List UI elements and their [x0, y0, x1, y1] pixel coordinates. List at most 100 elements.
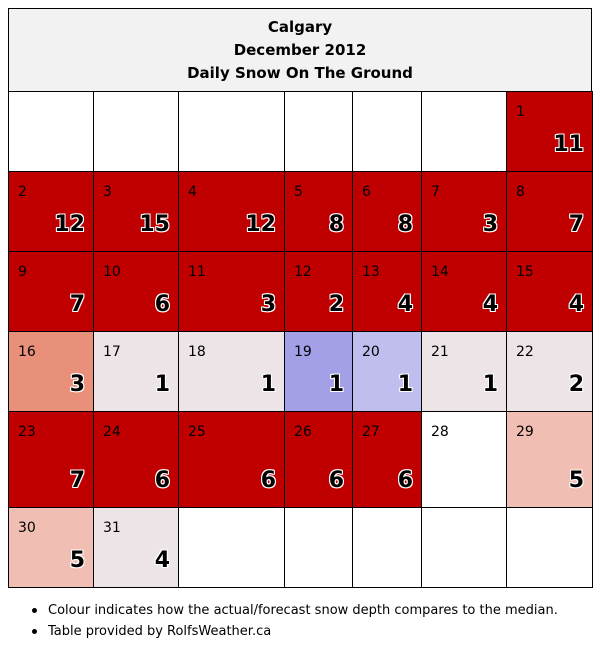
calendar-title: Calgary December 2012 Daily Snow On The …: [8, 8, 592, 91]
day-cell: 13 4: [352, 251, 422, 332]
calendar-subtitle: Daily Snow On The Ground: [187, 63, 413, 82]
day-cell: 27 6: [352, 411, 422, 508]
snow-depth-value: 11: [553, 132, 584, 157]
empty-cell: [352, 507, 422, 588]
day-cell: 23 7: [8, 411, 94, 508]
snow-depth-value: 1: [154, 372, 170, 397]
day-cell: 26 6: [284, 411, 353, 508]
city-name: Calgary: [267, 17, 333, 36]
snow-depth-value: 4: [154, 548, 170, 573]
day-number: 13: [362, 264, 380, 280]
day-cell: 19 1: [284, 331, 353, 412]
day-cell: 30 5: [8, 507, 94, 588]
empty-cell: [421, 507, 507, 588]
empty-cell: [284, 91, 353, 172]
day-number: 5: [294, 184, 303, 200]
note-attribution: Table provided by RolfsWeather.ca: [30, 621, 558, 642]
day-cell: 28: [421, 411, 507, 508]
snow-depth-value: 5: [69, 548, 85, 573]
empty-cell: [506, 507, 593, 588]
empty-cell: [8, 91, 94, 172]
day-number: 25: [188, 424, 206, 440]
day-cell: 2 12: [8, 171, 94, 252]
day-cell: 24 6: [93, 411, 179, 508]
day-number: 7: [431, 184, 440, 200]
snow-depth-value: 8: [328, 212, 344, 237]
day-number: 9: [18, 264, 27, 280]
day-number: 27: [362, 424, 380, 440]
day-number: 12: [294, 264, 312, 280]
day-number: 20: [362, 344, 380, 360]
snow-depth-value: 2: [328, 292, 344, 317]
day-number: 19: [294, 344, 312, 360]
snow-depth-value: 2: [568, 372, 584, 397]
snow-depth-value: 6: [154, 292, 170, 317]
day-number: 23: [18, 424, 36, 440]
notes-list: Colour indicates how the actual/forecast…: [30, 600, 558, 642]
snow-depth-value: 1: [482, 372, 498, 397]
snow-depth-value: 6: [328, 468, 344, 493]
day-number: 4: [188, 184, 197, 200]
empty-cell: [284, 507, 353, 588]
day-cell: 25 6: [178, 411, 285, 508]
day-cell: 4 12: [178, 171, 285, 252]
day-number: 31: [103, 520, 121, 536]
week-row: 30 5 31 4: [8, 507, 593, 588]
snow-depth-value: 1: [397, 372, 413, 397]
day-cell: 3 15: [93, 171, 179, 252]
snow-depth-value: 3: [260, 292, 276, 317]
day-cell: 20 1: [352, 331, 422, 412]
snow-depth-value: 6: [260, 468, 276, 493]
day-cell: 16 3: [8, 331, 94, 412]
day-number: 17: [103, 344, 121, 360]
day-number: 16: [18, 344, 36, 360]
day-number: 1: [516, 104, 525, 120]
day-number: 24: [103, 424, 121, 440]
day-number: 22: [516, 344, 534, 360]
day-number: 2: [18, 184, 27, 200]
day-cell: 10 6: [93, 251, 179, 332]
day-number: 10: [103, 264, 121, 280]
day-cell: 14 4: [421, 251, 507, 332]
snow-depth-value: 4: [482, 292, 498, 317]
empty-cell: [178, 91, 285, 172]
day-cell: 31 4: [93, 507, 179, 588]
snow-depth-value: 8: [397, 212, 413, 237]
week-row: 9 7 10 6 11 3 12 2 13 4 14 4 15 4: [8, 251, 593, 332]
day-cell: 18 1: [178, 331, 285, 412]
month-label: December 2012: [233, 40, 367, 59]
snow-depth-value: 3: [69, 372, 85, 397]
empty-cell: [352, 91, 422, 172]
day-number: 15: [516, 264, 534, 280]
empty-cell: [93, 91, 179, 172]
day-cell: 15 4: [506, 251, 593, 332]
day-number: 3: [103, 184, 112, 200]
snow-depth-value: 6: [154, 468, 170, 493]
snow-depth-value: 3: [482, 212, 498, 237]
snow-depth-value: 12: [245, 212, 276, 237]
day-number: 11: [188, 264, 206, 280]
day-cell: 21 1: [421, 331, 507, 412]
day-cell: 12 2: [284, 251, 353, 332]
snow-depth-value: 1: [260, 372, 276, 397]
snow-depth-value: 7: [568, 212, 584, 237]
snow-depth-value: 12: [54, 212, 85, 237]
day-number: 8: [516, 184, 525, 200]
empty-cell: [178, 507, 285, 588]
day-number: 14: [431, 264, 449, 280]
day-number: 30: [18, 520, 36, 536]
snow-depth-value: 5: [568, 468, 584, 493]
week-row: 2 12 3 15 4 12 5 8 6 8 7 3 8 7: [8, 171, 593, 252]
day-number: 21: [431, 344, 449, 360]
snow-depth-value: 1: [328, 372, 344, 397]
day-number: 29: [516, 424, 534, 440]
week-row: 16 3 17 1 18 1 19 1 20 1 21 1 22 2: [8, 331, 593, 412]
day-number: 28: [431, 424, 449, 440]
snow-depth-value: 4: [397, 292, 413, 317]
day-cell: 22 2: [506, 331, 593, 412]
